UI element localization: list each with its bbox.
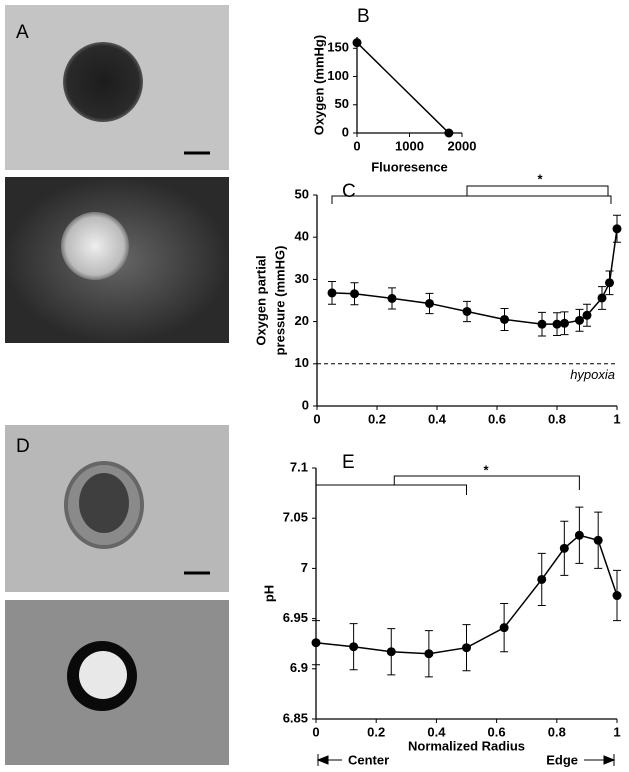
- x-tick-label: 0.8: [548, 411, 566, 426]
- significance-bracket: [315, 475, 580, 495]
- y-tick-label: 7.05: [283, 510, 308, 525]
- data-point: [500, 314, 509, 324]
- data-point: [425, 298, 434, 308]
- panel-label: E: [342, 452, 355, 473]
- y-tick-label: 0: [342, 124, 349, 139]
- y-tick-label: 6.85: [283, 710, 308, 725]
- reference-label: hypoxia: [570, 367, 615, 382]
- data-point: [349, 642, 359, 652]
- data-point: [597, 293, 607, 303]
- data-point: [537, 319, 547, 329]
- data-point: [386, 647, 396, 657]
- x-tick-label: 0: [353, 138, 360, 153]
- x-tick-label: 1000: [395, 138, 424, 153]
- panel-label: A: [16, 22, 29, 43]
- x-tick-label: 0.4: [428, 411, 447, 426]
- x-tick-label: 0.6: [488, 724, 506, 739]
- y-tick-label: 40: [295, 229, 309, 244]
- y-tick-label: 0: [302, 397, 309, 412]
- data-point: [574, 530, 584, 540]
- y-tick-label: 20: [295, 313, 309, 328]
- data-point: [612, 591, 622, 601]
- x-tick-label: 0.4: [427, 724, 446, 739]
- x-tick-label: 0: [313, 411, 320, 426]
- data-point: [352, 38, 362, 48]
- data-point: [462, 643, 471, 653]
- spheroid-core: [79, 473, 129, 533]
- y-axis-label: Oxygen (mmHg): [311, 35, 326, 135]
- x-axis-label: Fluoresence: [371, 159, 448, 174]
- data-point: [311, 638, 321, 648]
- panel-label: C: [342, 181, 356, 202]
- x-tick-label: 1: [613, 411, 620, 426]
- data-point: [327, 288, 337, 298]
- data-point: [552, 319, 562, 329]
- significance-bracket: [331, 185, 612, 204]
- annotation: Edge: [546, 752, 578, 767]
- spheroid: [63, 42, 143, 122]
- x-axis-label: Normalized Radius: [408, 738, 525, 753]
- x-tick-label: 2000: [448, 138, 477, 153]
- significance-label: *: [537, 171, 543, 186]
- data-point: [499, 623, 509, 633]
- spheroid: [61, 212, 129, 280]
- y-axis-label: pressure (mmHG): [272, 246, 287, 356]
- data-point: [444, 128, 454, 138]
- y-tick-label: 7.1: [290, 459, 308, 474]
- data-point: [582, 310, 592, 320]
- spheroid-core: [79, 651, 127, 699]
- data-point: [537, 574, 547, 584]
- edge-arrow: [584, 754, 616, 766]
- annotation: Center: [348, 752, 389, 767]
- x-tick-label: 0.2: [367, 724, 385, 739]
- data-point: [559, 543, 569, 553]
- data-point: [424, 649, 434, 659]
- y-tick-label: 50: [335, 96, 349, 111]
- data-line: [356, 42, 450, 134]
- x-tick-label: 0.8: [548, 724, 566, 739]
- panel-label: B: [357, 6, 370, 27]
- data-point: [593, 535, 603, 545]
- significance-label: *: [483, 462, 489, 477]
- y-tick-label: 150: [327, 40, 349, 55]
- data-point: [575, 315, 584, 325]
- data-point: [387, 293, 397, 303]
- data-line: [331, 228, 618, 325]
- x-tick-label: 0: [312, 724, 319, 739]
- y-tick-label: 10: [295, 355, 309, 370]
- y-tick-label: 100: [327, 68, 349, 83]
- data-point: [350, 289, 359, 299]
- panel-label: D: [16, 436, 30, 457]
- data-point: [605, 278, 614, 288]
- data-point: [612, 224, 622, 234]
- data-point: [560, 318, 569, 328]
- y-tick-label: 50: [295, 186, 309, 201]
- x-tick-label: 1: [613, 724, 620, 739]
- y-tick-label: 7: [301, 560, 308, 575]
- y-tick-label: 6.9: [290, 660, 308, 675]
- y-tick-label: 6.95: [283, 610, 308, 625]
- y-axis-label: pH: [261, 585, 276, 602]
- y-tick-label: 30: [295, 271, 309, 286]
- center-arrow: [316, 754, 342, 766]
- data-point: [462, 306, 472, 316]
- x-tick-label: 0.6: [488, 411, 506, 426]
- x-tick-label: 0.2: [368, 411, 386, 426]
- y-axis-label: Oxygen partial: [253, 255, 268, 345]
